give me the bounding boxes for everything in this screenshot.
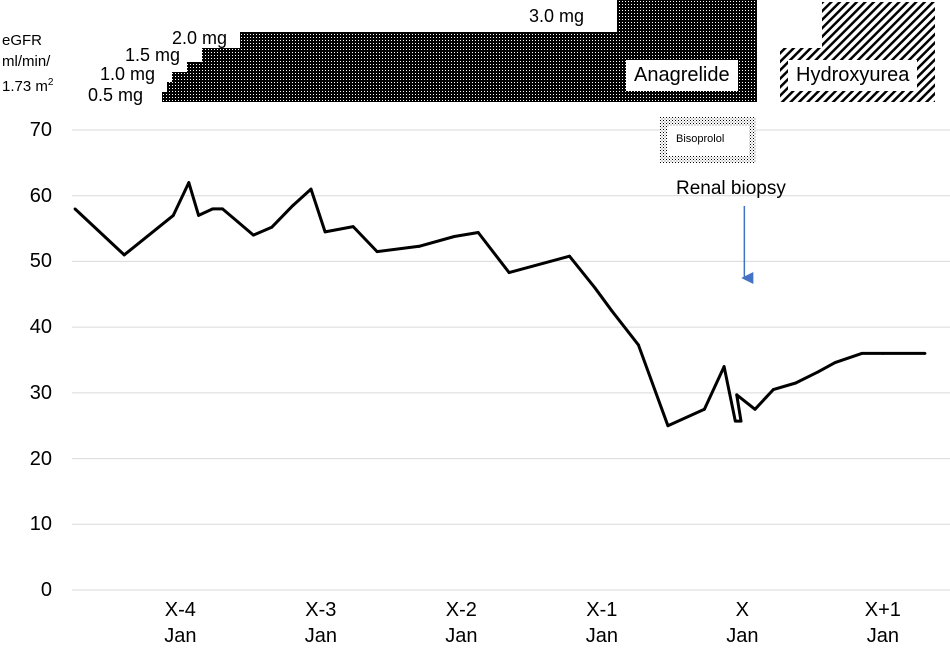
egfr-data-point	[703, 407, 706, 411]
x-tick-label-period: X-4	[164, 599, 196, 621]
egfr-data-point	[476, 231, 480, 234]
egfr-data-point	[171, 214, 175, 217]
egfr-data-point	[351, 225, 355, 229]
egfr-data-point	[452, 235, 456, 238]
egfr-data-point	[833, 361, 837, 365]
egfr-data-point	[610, 309, 614, 313]
dose-label-1-0mg: 1.0 mg	[97, 64, 159, 84]
x-tick-label-period: X-2	[445, 599, 477, 621]
egfr-data-point	[417, 244, 421, 248]
x-tick-label-period: X-1	[586, 599, 618, 621]
y-axis-label: eGFR ml/min/ 1.73 m2	[2, 30, 53, 97]
x-tick-label-month: Jan	[445, 625, 478, 647]
x-tick-label: X-4 Jan	[140, 597, 220, 649]
egfr-data-point	[722, 365, 726, 368]
y-tick-label: 30	[29, 381, 52, 404]
egfr-data-point	[666, 424, 670, 428]
x-tick-label-month: Jan	[726, 625, 759, 647]
y-axis-label-superscript: 2	[47, 77, 54, 88]
egfr-data-point	[794, 381, 798, 385]
x-tick-label-period: X	[735, 599, 750, 621]
egfr-data-point	[270, 225, 274, 229]
egfr-data-point	[252, 233, 255, 237]
x-tick-label: X-3 Jan	[281, 597, 361, 649]
dose-label-2-0mg: 2.0 mg	[169, 28, 231, 48]
x-tick-label: X Jan	[702, 597, 782, 649]
renal-biopsy-label: Renal biopsy	[676, 178, 786, 199]
egfr-data-point	[73, 207, 77, 211]
egfr-data-point	[309, 187, 313, 191]
x-tick-label: X-1 Jan	[562, 597, 642, 649]
y-tick-label: 70	[29, 119, 52, 141]
egfr-data-point	[568, 254, 571, 258]
y-tick-label: 60	[29, 184, 52, 207]
x-tick-label: X-2 Jan	[421, 597, 501, 649]
x-tick-label-month: Jan	[304, 625, 337, 647]
x-tick-label-month: Jan	[866, 625, 899, 647]
dose-label-1-5mg: 1.5 mg	[122, 45, 184, 65]
x-tick-label-month: Jan	[164, 625, 197, 647]
bisoprolol-label: Bisoprolol	[676, 133, 725, 145]
hydroxyurea-bar-upper	[822, 2, 935, 48]
y-tick-label: 10	[29, 513, 52, 536]
y-axis-label-line1: eGFR	[2, 32, 43, 49]
egfr-data-point	[236, 220, 240, 224]
dose-label-3-0mg: 3.0 mg	[526, 6, 588, 26]
egfr-data-point	[593, 286, 597, 290]
x-tick-label-period: X+1	[864, 599, 901, 621]
egfr-data-point	[739, 419, 743, 423]
x-tick-label-month: Jan	[585, 625, 618, 647]
egfr-data-point	[221, 207, 224, 211]
egfr-data-point	[771, 388, 775, 391]
egfr-data-point	[816, 370, 820, 374]
egfr-series-line	[73, 181, 925, 428]
egfr-data-point	[923, 352, 927, 355]
dose-label-0-5mg: 0.5 mg	[85, 85, 147, 105]
egfr-data-point	[735, 393, 739, 397]
egfr-data-point	[122, 253, 126, 257]
y-tick-label: 40	[29, 316, 52, 339]
egfr-data-point	[375, 250, 379, 253]
anagrelide-label: Anagrelide	[626, 60, 738, 91]
egfr-data-point	[636, 343, 640, 347]
egfr-data-point	[507, 271, 511, 274]
egfr-data-point	[197, 214, 201, 217]
egfr-data-point	[187, 181, 191, 184]
y-axis-label-line2: ml/min/	[2, 53, 51, 70]
egfr-data-point	[753, 407, 757, 411]
hydroxyurea-label: Hydroxyurea	[788, 60, 918, 91]
egfr-data-point	[291, 204, 295, 207]
egfr-data-point	[211, 207, 215, 211]
y-tick-label: 0	[40, 579, 52, 601]
x-tick-label: X+1 Jan	[843, 597, 923, 649]
egfr-data-point	[733, 419, 737, 423]
y-tick-label: 20	[29, 447, 52, 470]
y-axis-label-line3: 1.73 m2	[2, 77, 54, 95]
egfr-data-point	[881, 352, 885, 355]
egfr-data-point	[860, 352, 864, 355]
bisoprolol-bar-inner	[667, 126, 749, 156]
anagrelide-dose-bar	[162, 0, 757, 102]
x-tick-label-period: X-3	[305, 599, 337, 621]
egfr-data-point	[323, 230, 327, 234]
y-tick-label: 50	[29, 250, 52, 273]
